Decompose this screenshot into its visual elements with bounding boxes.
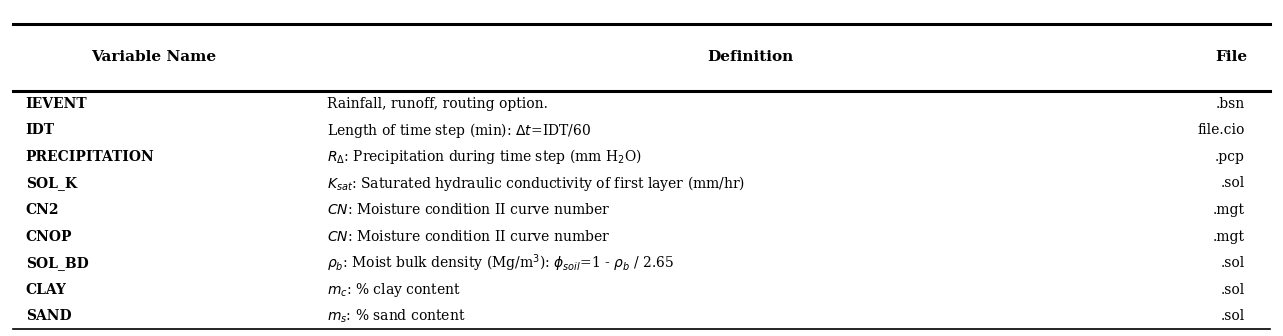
Text: IEVENT: IEVENT bbox=[26, 97, 87, 111]
Text: CLAY: CLAY bbox=[26, 283, 67, 297]
Text: SOL_K: SOL_K bbox=[26, 176, 77, 191]
Text: Rainfall, runoff, routing option.: Rainfall, runoff, routing option. bbox=[327, 97, 548, 111]
Text: $m_c$: % clay content: $m_c$: % clay content bbox=[327, 281, 461, 298]
Text: .mgt: .mgt bbox=[1212, 229, 1245, 244]
Text: CN2: CN2 bbox=[26, 203, 59, 217]
Text: .bsn: .bsn bbox=[1215, 97, 1245, 111]
Text: $K_{sat}$: Saturated hydraulic conductivity of first layer (mm/hr): $K_{sat}$: Saturated hydraulic conductiv… bbox=[327, 174, 745, 193]
Text: IDT: IDT bbox=[26, 124, 55, 137]
Text: $CN$: Moisture condition II curve number: $CN$: Moisture condition II curve number bbox=[327, 203, 611, 217]
Text: Definition: Definition bbox=[707, 50, 794, 64]
Text: .sol: .sol bbox=[1220, 256, 1245, 270]
Text: SAND: SAND bbox=[26, 309, 72, 323]
Text: SOL_BD: SOL_BD bbox=[26, 256, 89, 270]
Text: .sol: .sol bbox=[1220, 309, 1245, 323]
Text: .sol: .sol bbox=[1220, 176, 1245, 191]
Text: CNOP: CNOP bbox=[26, 229, 72, 244]
Text: Length of time step (min): $\mathit{\Delta t}$=IDT/60: Length of time step (min): $\mathit{\Del… bbox=[327, 121, 591, 140]
Text: $m_s$: % sand content: $m_s$: % sand content bbox=[327, 307, 466, 325]
Text: $R_{\Delta}$: Precipitation during time step (mm H$_2$O): $R_{\Delta}$: Precipitation during time … bbox=[327, 148, 642, 166]
Text: .sol: .sol bbox=[1220, 283, 1245, 297]
Text: File: File bbox=[1215, 50, 1248, 64]
Text: $CN$: Moisture condition II curve number: $CN$: Moisture condition II curve number bbox=[327, 229, 611, 244]
Text: $\rho_b$: Moist bulk density (Mg/m$^3$): $\phi_{soil}$=1 - $\rho_b$ / 2.65: $\rho_b$: Moist bulk density (Mg/m$^3$):… bbox=[327, 252, 675, 274]
Text: file.cio: file.cio bbox=[1197, 124, 1245, 137]
Text: Variable Name: Variable Name bbox=[91, 50, 217, 64]
Text: .pcp: .pcp bbox=[1215, 150, 1245, 164]
Text: .mgt: .mgt bbox=[1212, 203, 1245, 217]
Text: PRECIPITATION: PRECIPITATION bbox=[26, 150, 154, 164]
